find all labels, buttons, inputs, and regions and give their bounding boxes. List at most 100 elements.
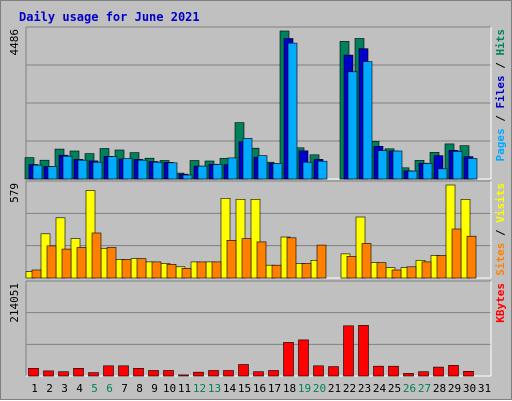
- day-label: 30: [463, 382, 476, 395]
- bar-sites-day-10: [166, 263, 177, 279]
- bar-sites-day-23: [361, 243, 372, 279]
- bar-pages-day-19: [302, 161, 313, 180]
- bar-pages-day-14: [227, 157, 238, 180]
- bar-pages-day-20: [317, 160, 328, 180]
- bar-kbytes-day-7: [118, 365, 129, 377]
- series-legend: KBytes: [494, 283, 507, 323]
- day-label: 9: [151, 382, 158, 395]
- y-max-label: 579: [8, 183, 21, 203]
- day-label: 28: [433, 382, 446, 395]
- bar-kbytes-day-13: [208, 370, 219, 377]
- bar-pages-day-16: [257, 155, 268, 180]
- bar-sites-day-20: [316, 244, 327, 279]
- bar-pages-day-10: [167, 162, 178, 180]
- legend-entry: Pages: [494, 128, 507, 161]
- bar-pages-day-22: [347, 71, 358, 180]
- bar-sites-day-18: [286, 237, 297, 279]
- day-label: 5: [91, 382, 98, 395]
- bar-pages-day-30: [467, 158, 478, 180]
- day-label: 11: [178, 382, 191, 395]
- day-label: 14: [223, 382, 237, 395]
- day-label: 24: [373, 382, 387, 395]
- day-label: 12: [193, 382, 206, 395]
- y-max-label: 214051: [8, 283, 21, 323]
- bar-pages-day-25: [392, 150, 403, 180]
- day-label: 13: [208, 382, 221, 395]
- bar-kbytes-day-24: [373, 365, 384, 377]
- bar-pages-day-24: [377, 150, 388, 180]
- bar-kbytes-day-4: [73, 367, 84, 377]
- day-label: 22: [343, 382, 356, 395]
- bar-sites-day-3: [61, 248, 72, 279]
- day-label: 31: [478, 382, 491, 395]
- bar-visits-day-14: [220, 198, 231, 279]
- day-label: 25: [388, 382, 401, 395]
- bar-pages-day-5: [92, 161, 103, 180]
- bar-kbytes-day-5: [88, 372, 99, 377]
- bar-kbytes-day-29: [448, 365, 459, 377]
- bar-sites-day-14: [226, 240, 237, 279]
- bar-sites-day-11: [181, 268, 192, 279]
- bar-sites-day-8: [136, 258, 147, 279]
- bar-kbytes-day-12: [193, 371, 204, 377]
- panel-visits-sites: 579 Sites / Visits: [8, 180, 507, 279]
- bar-sites-day-24: [376, 262, 387, 279]
- legend-entry: Sites: [494, 243, 507, 276]
- day-label: 8: [136, 382, 143, 395]
- bar-sites-day-15: [241, 238, 252, 279]
- bar-sites-day-9: [151, 261, 162, 279]
- series-legend: Pages / Files / Hits: [494, 29, 507, 162]
- day-label: 20: [313, 382, 326, 395]
- bar-pages-day-6: [107, 156, 118, 180]
- bar-pages-day-1: [32, 164, 43, 180]
- day-label: 2: [46, 382, 53, 395]
- bar-kbytes-day-14: [223, 370, 234, 377]
- bar-kbytes-day-27: [418, 371, 429, 377]
- legend-entry: /: [494, 223, 507, 243]
- bar-kbytes-day-26: [403, 373, 414, 377]
- bar-pages-day-4: [77, 159, 88, 180]
- bar-kbytes-day-10: [163, 370, 174, 377]
- bar-sites-day-6: [106, 247, 117, 279]
- panel-hits-files-pages: 4486 Pages / Files / Hits: [8, 26, 507, 180]
- bar-pages-day-9: [152, 161, 163, 180]
- bar-kbytes-day-18: [283, 342, 294, 377]
- x-axis-day-labels: 1 2 3 4 5 6 7 8 9 10 11 12 13 14 15 16 17 18 19 20 21 22 23 24 2…: [31, 382, 491, 395]
- bar-sites-day-5: [91, 232, 102, 279]
- bar-kbytes-day-20: [313, 365, 324, 377]
- day-label: 19: [298, 382, 311, 395]
- bar-kbytes-day-25: [388, 365, 399, 377]
- legend-entry: Hits: [494, 29, 507, 56]
- bar-kbytes-day-8: [133, 367, 144, 377]
- bar-kbytes-day-21: [328, 366, 339, 377]
- bar-sites-day-16: [256, 241, 267, 279]
- bar-pages-day-26: [407, 170, 418, 180]
- bar-pages-day-28: [437, 168, 448, 180]
- bar-sites-day-26: [406, 266, 417, 279]
- bar-sites-day-2: [46, 245, 57, 279]
- day-label: 10: [163, 382, 176, 395]
- bar-kbytes-day-3: [58, 371, 69, 377]
- bar-kbytes-day-22: [343, 325, 354, 377]
- bar-sites-day-30: [466, 235, 477, 279]
- bar-pages-day-2: [47, 166, 58, 180]
- day-label: 15: [238, 382, 251, 395]
- bar-sites-day-29: [451, 228, 462, 279]
- bar-kbytes-day-30: [463, 370, 474, 377]
- bar-pages-day-13: [212, 164, 223, 180]
- bar-sites-day-25: [391, 269, 402, 279]
- chart-title: Daily usage for June 2021: [19, 10, 200, 24]
- bar-kbytes-day-1: [28, 367, 39, 377]
- bar-pages-day-17: [272, 163, 283, 180]
- series-kbytes: [28, 325, 474, 377]
- bar-sites-day-27: [421, 261, 432, 279]
- bar-pages-day-29: [452, 151, 463, 180]
- bar-pages-day-11: [182, 174, 193, 180]
- bar-pages-day-18: [287, 42, 298, 180]
- chart-panels: 4486 Pages / Files / Hits 579 Sites / Visit…: [8, 26, 507, 377]
- day-label: 3: [61, 382, 68, 395]
- bar-pages-day-3: [62, 155, 73, 180]
- legend-entry: Visits: [494, 183, 507, 223]
